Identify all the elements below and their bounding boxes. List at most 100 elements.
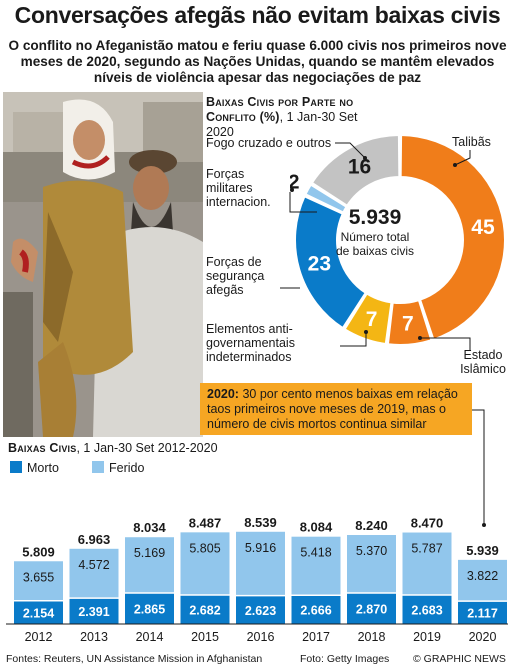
donut-center-value: 5.939 [349,206,402,229]
donut-slice-1 [386,298,433,346]
bar-killed-2014 [125,593,174,624]
bar-category-2019: 2019 [413,630,441,644]
bar-label-injured-2015: 5.805 [189,541,220,555]
bar-date: , 1 Jan-30 Set 2012-2020 [76,441,218,455]
bar-label-injured-2014: 5.169 [134,546,165,560]
legend-swatch-killed [10,461,22,473]
bar-label-injured-2016: 5.916 [245,541,276,555]
bar-total-2016: 8.539 [244,515,277,530]
bar-total-2012: 5.809 [22,544,55,559]
bar-label-injured-2019: 5.787 [411,542,442,556]
donut-slice-3 [294,194,368,330]
bar-category-2016: 2016 [247,630,275,644]
connector-dot-taliban [453,163,457,167]
bar-total-2014: 8.034 [133,520,166,535]
bar-total-2018: 8.240 [355,518,388,533]
bar-killed-2019 [402,595,452,624]
bar-killed-2018 [347,593,396,624]
connector-note [472,409,485,525]
bar-label-killed-2014: 2.865 [134,603,165,617]
donut-slice-5 [310,133,401,208]
legend-swatch-injured [92,461,104,473]
bar-label-killed-2013: 2.391 [78,605,109,619]
bar-total-2017: 8.084 [300,520,333,535]
footer-copyright: © GRAPHIC NEWS [413,653,506,665]
bar-injured-2017 [291,536,341,596]
annotation-2020: 2020: 30 por cento menos baixas em relaç… [200,383,472,435]
donut-value-4: 2 [290,172,300,194]
donut-value-0: 45 [471,216,495,239]
bar-label-injured-2013: 4.572 [78,558,109,572]
bar-injured-2013 [69,548,119,599]
label-intl-forces: Forças militares internacion. [206,167,271,209]
legend-injured-label: Ferido [109,461,145,475]
bar-total-2015: 8.487 [189,515,222,530]
bar-marks: 2.154 3.655 5.809 2012 2.391 4.572 6.963 2013 2.… [6,515,508,644]
legend-killed: Morto [10,461,59,475]
bar-label-killed-2017: 2.666 [300,604,331,618]
bar-injured-2012 [14,561,63,601]
label-antigov: Elementos anti-governamentais indetermin… [206,322,295,364]
connector-intl [289,192,317,213]
donut-value-2: 7 [366,308,378,331]
legend-killed-label: Morto [27,461,59,475]
bar-label-killed-2012: 2.154 [23,606,54,620]
connector-dot-note [482,523,486,527]
bar-label-injured-2020: 3.822 [467,569,498,583]
bar-killed-2013 [69,598,119,624]
connector-taliban [454,150,471,166]
donut-slices [294,133,506,346]
donut-slice-0 [399,133,506,341]
bar-category-2017: 2017 [302,630,330,644]
bar-category-2020: 2020 [469,630,497,644]
label-afghan-forces: Forças de segurança afegãs [206,255,265,297]
connector-crossfire [335,142,366,159]
bar-category-2013: 2013 [80,630,108,644]
bar-chart: 2.154 3.655 5.809 2012 2.391 4.572 6.963 2013 2.… [6,515,508,644]
connector-is [420,337,471,350]
donut-value-1: 7 [402,313,414,336]
bar-injured-2020 [458,559,507,602]
bar-category-2015: 2015 [191,630,219,644]
legend-injured: Ferido [92,461,144,475]
bar-injured-2014 [125,537,174,594]
donut-slice-2 [343,292,393,346]
bar-injured-2016 [236,531,285,596]
donut-title: Baixas Civis por Parte no Conflito (%) [206,95,354,124]
bar-category-2014: 2014 [136,630,164,644]
bar-category-2012: 2012 [25,630,53,644]
label-crossfire: Fogo cruzado e outros [206,136,332,150]
label-islamic-state: Estado Islâmico [460,348,506,376]
donut-slice-4 [304,183,348,214]
donut-values: 45 7 7 23 2 16 [290,155,495,335]
bar-section-title: Baixas Civis, 1 Jan-30 Set 2012-2020 [8,441,218,455]
connector-dot-crossfire [363,156,367,160]
footer-sources: Fontes: Reuters, UN Assistance Mission i… [6,653,263,665]
bar-killed-2012 [14,600,63,624]
bar-injured-2015 [180,532,230,596]
connector-antigov [340,332,367,347]
bar-killed-2020 [458,601,507,624]
bar-label-killed-2019: 2.683 [411,604,442,618]
connector-dot-antigov [364,330,368,334]
label-taliban: Talibãs [452,135,491,149]
bar-killed-2017 [291,595,341,624]
bar-total-2019: 8.470 [411,516,444,531]
bar-injured-2019 [402,532,452,596]
page-title: Conversações afegãs não evitam baixas ci… [14,2,501,28]
connector-dot-is [418,336,422,340]
bar-label-killed-2020: 2.117 [467,607,498,621]
footer-photo-credit: Foto: Getty Images [300,653,390,665]
donut-date: , 1 Jan-30 Set 2020 [206,110,358,139]
bar-killed-2015 [180,595,230,624]
donut-value-5: 16 [348,155,371,178]
bar-total-2020: 5.939 [466,543,499,558]
bar-category-2018: 2018 [358,630,386,644]
note-year: 2020: [207,387,239,401]
bar-title: Baixas Civis [8,441,77,455]
donut-section-title: Baixas Civis por Parte no Conflito (%), … [206,95,386,140]
bar-killed-2016 [236,595,285,624]
bar-injured-2018 [347,535,396,594]
connector-dot-intl [290,188,294,192]
